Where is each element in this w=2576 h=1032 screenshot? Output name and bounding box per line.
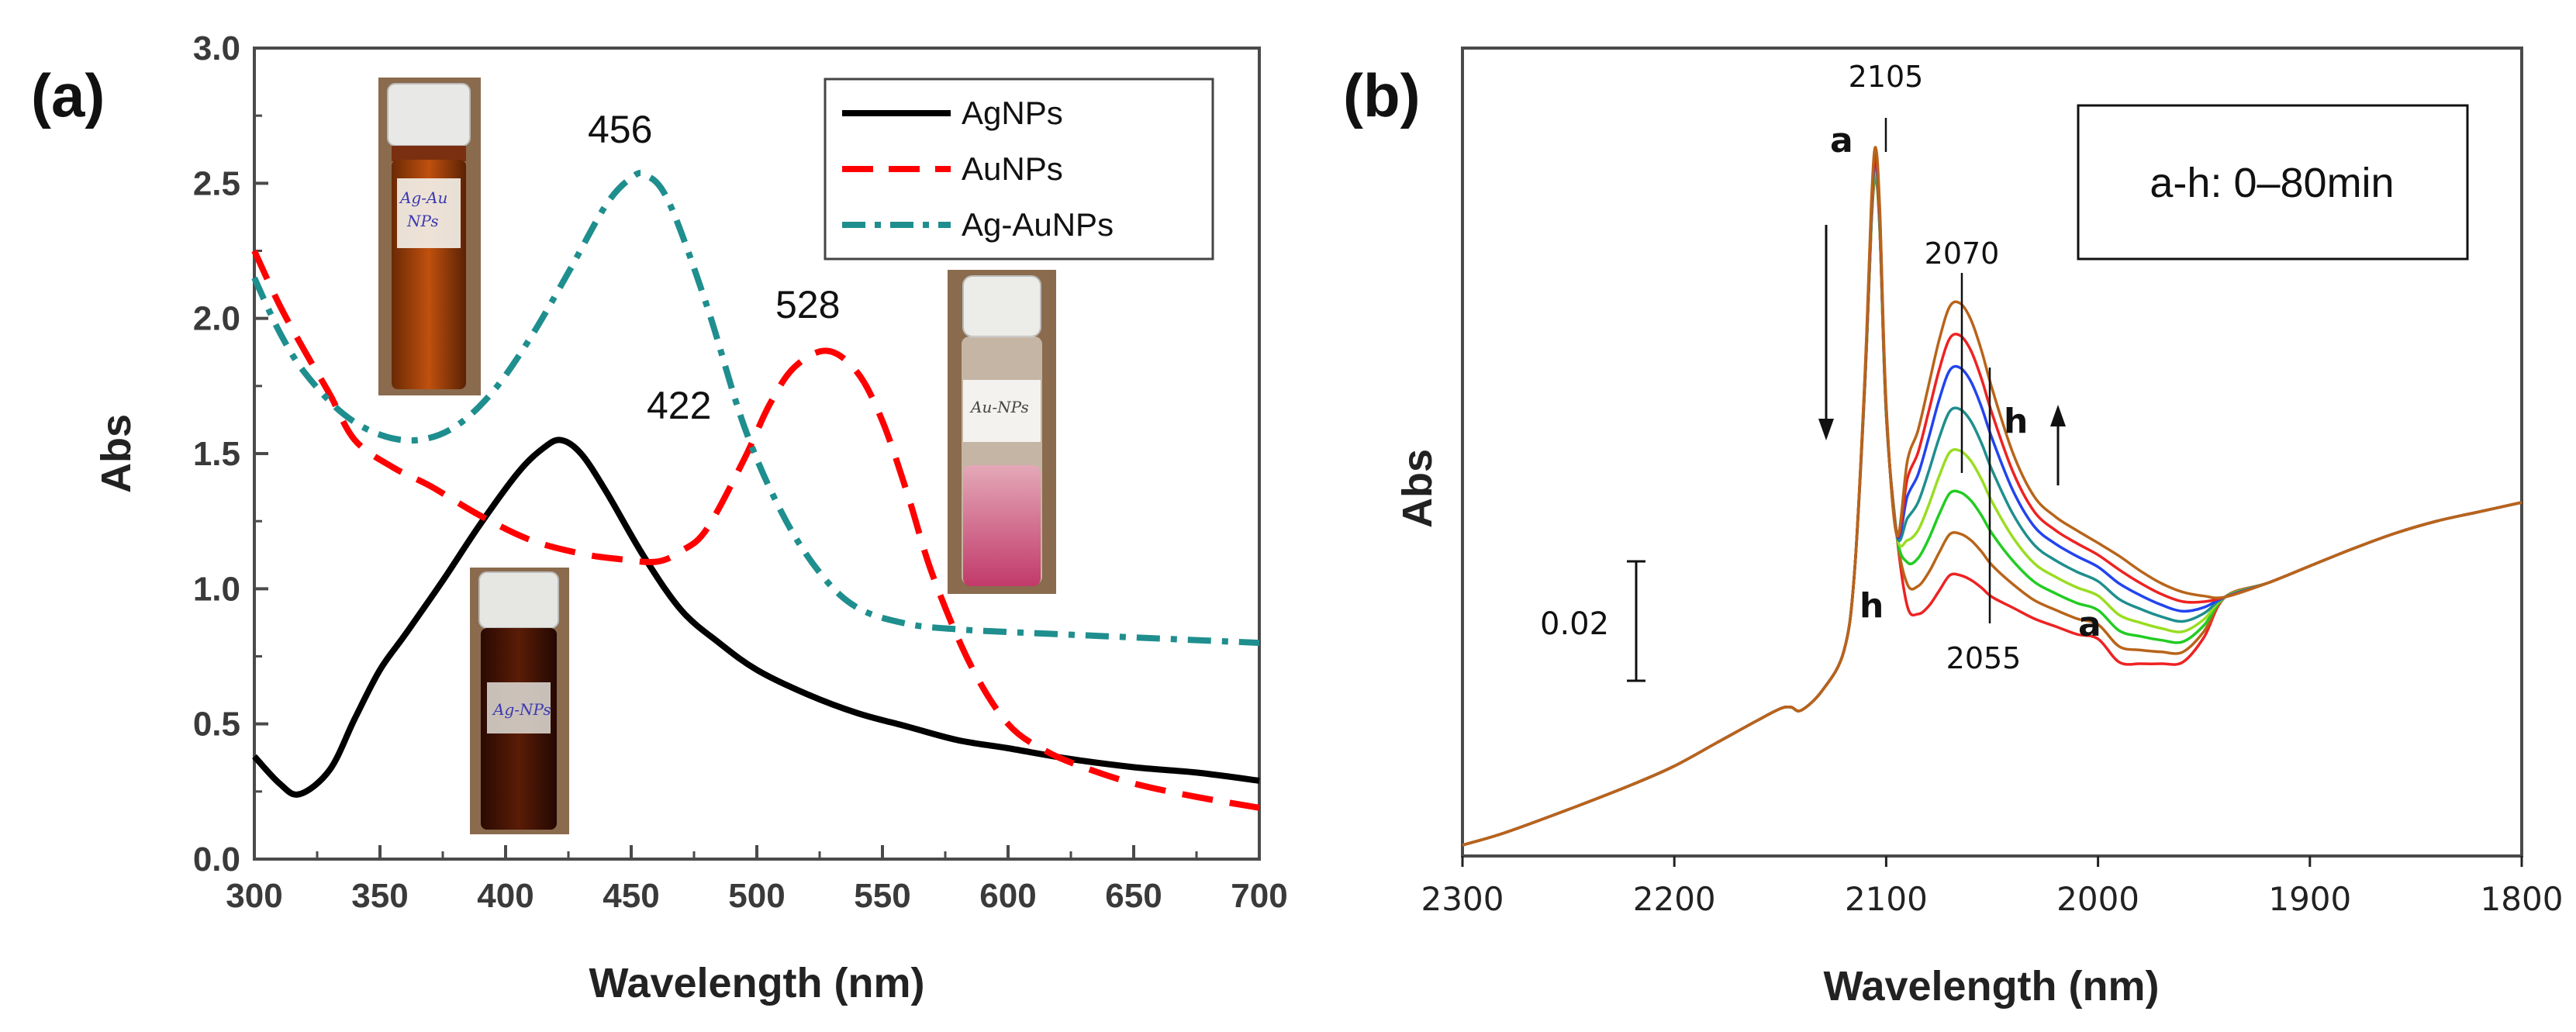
y-tick-label-a: 2.5: [193, 164, 240, 202]
svg-text:Au-NPs: Au-NPs: [969, 398, 1029, 416]
x-tick-label-a: 300: [226, 877, 282, 915]
legend-label-ag-aunps: Ag-AuNPs: [962, 206, 1114, 243]
plot-frame-b: [1461, 47, 2523, 858]
vial-photo-ag-au: Ag-Au NPs: [378, 78, 481, 395]
y-tick-label-a: 0.5: [193, 706, 240, 744]
svg-text:Ag-Au: Ag-Au: [399, 188, 447, 207]
peak-label-2105: 2105: [1849, 60, 1924, 94]
curve-label-a-bottom: a: [2078, 605, 2101, 644]
legend-label-agnps: AgNPs: [962, 95, 1063, 131]
x-tick-label-a: 450: [603, 877, 659, 915]
scale-bar: 0.02: [1540, 560, 1645, 682]
tick-labels-b: 2300 2200 2100 2000 1900 1800: [1421, 880, 2564, 918]
spectrum-line-b: [1462, 174, 2522, 847]
x-tick-label-a: 600: [979, 877, 1036, 915]
x-tick-label-b: 2200: [1633, 880, 1716, 918]
x-tick-label-b: 2000: [2056, 880, 2139, 918]
peak-label-2055: 2055: [1946, 641, 2022, 675]
spectrum-line-c: [1462, 171, 2522, 847]
x-tick-label-a: 700: [1231, 877, 1287, 915]
axis-ticks-a: [253, 47, 1261, 861]
x-axis-title-a: Wavelength (nm): [589, 960, 924, 1006]
series-group-b: [1462, 146, 2522, 847]
svg-text:Ag-NPs: Ag-NPs: [492, 700, 551, 719]
y-tick-label-a: 3.0: [193, 29, 240, 67]
series-line-aunps: [251, 249, 1260, 811]
x-tick-label-a: 350: [351, 877, 408, 915]
x-tick-label-a: 650: [1105, 877, 1162, 915]
panel-a: (a) 300 350 400 450 500 550 600 650 700 0.0 0.5 1.0…: [31, 29, 1288, 1006]
y-axis-title-a: Abs: [93, 414, 140, 493]
y-tick-label-a: 2.0: [193, 300, 240, 338]
increase-arrow: [2050, 405, 2066, 485]
x-tick-label-b: 1800: [2481, 880, 2564, 918]
x-tick-label-a: 550: [854, 877, 910, 915]
x-tick-label-b: 2300: [1421, 880, 1504, 918]
y-axis-title-b: Abs: [1394, 449, 1441, 528]
x-tick-label-b: 1900: [2268, 880, 2351, 918]
curve-label-a-top: a: [1830, 121, 1853, 160]
tick-labels-a: 300 350 400 450 500 550 600 650 700 0.0 0.5 1.0 1.5 2…: [193, 29, 1288, 915]
panel-b: (b) 2300 2200 2100 2000 1900 1800 a-h: 0–80mi…: [1343, 47, 2564, 1010]
time-legend-text: a-h: 0–80min: [2150, 160, 2394, 206]
panel-b-label: (b): [1343, 61, 1421, 129]
peak-label-528: 528: [775, 283, 840, 326]
legend-label-aunps: AuNPs: [962, 150, 1063, 187]
x-tick-label-a: 500: [728, 877, 785, 915]
curve-label-h-right: h: [2004, 402, 2028, 441]
x-tick-label-b: 2100: [1845, 880, 1928, 918]
y-tick-label-a: 0.0: [193, 840, 240, 878]
peak-label-2070: 2070: [1925, 236, 2000, 271]
peak-label-422: 422: [647, 384, 711, 427]
series-line-agnps: [252, 437, 1260, 798]
series-group-a: [251, 170, 1260, 811]
spectrum-line-a: [1462, 177, 2522, 847]
time-legend-b: a-h: 0–80min: [2077, 104, 2469, 261]
scale-bar-label: 0.02: [1540, 606, 1609, 642]
curve-label-h-bottom: h: [1859, 586, 1884, 626]
vial-photo-au: Au-NPs: [948, 270, 1056, 594]
peak-label-456: 456: [588, 108, 652, 151]
axis-ticks-b: [1461, 856, 2523, 867]
legend-a: AgNPs AuNPs Ag-AuNPs: [824, 78, 1214, 261]
y-tick-label-a: 1.5: [193, 435, 240, 473]
x-axis-title-b: Wavelength (nm): [1823, 963, 2159, 1010]
series-line-ag-aunps: [251, 170, 1260, 647]
vial-photo-ag: Ag-NPs: [470, 568, 569, 834]
x-tick-label-a: 400: [477, 877, 534, 915]
decrease-arrow: [1818, 225, 1834, 440]
panel-a-label: (a): [31, 61, 105, 129]
spectrum-line-h: [1462, 146, 2522, 847]
y-tick-label-a: 1.0: [193, 570, 240, 608]
svg-text:NPs: NPs: [406, 212, 439, 230]
